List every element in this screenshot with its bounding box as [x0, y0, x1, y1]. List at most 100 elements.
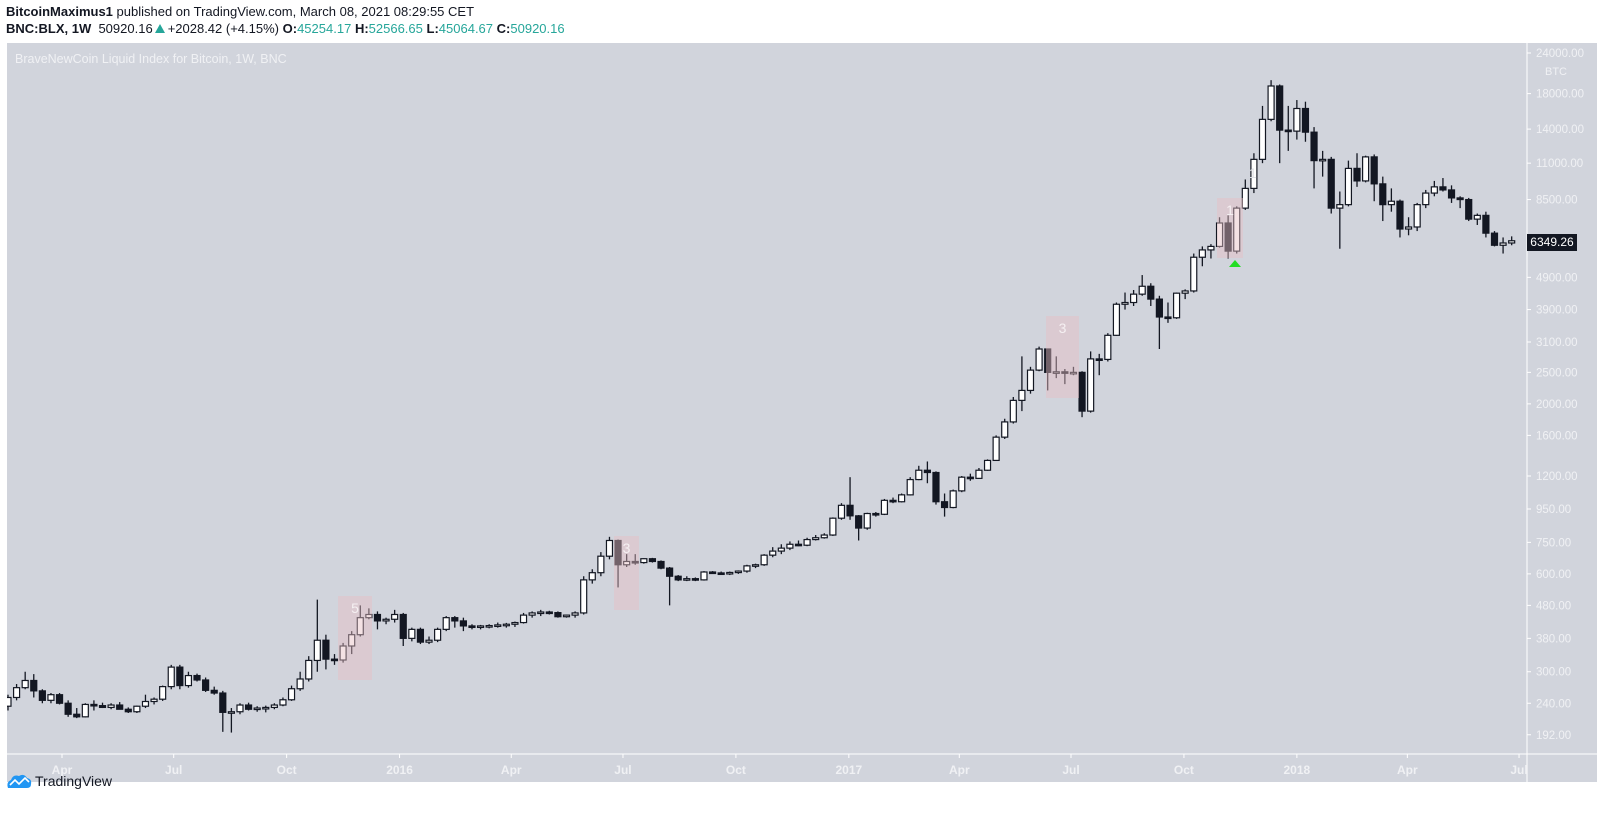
candle[interactable] — [537, 609, 545, 617]
candle[interactable] — [1473, 213, 1481, 225]
candle[interactable] — [1164, 302, 1172, 323]
candle[interactable] — [47, 693, 55, 704]
candle[interactable] — [605, 536, 614, 560]
candle[interactable] — [751, 563, 760, 569]
candle[interactable] — [571, 611, 579, 618]
candle[interactable] — [786, 541, 794, 551]
candle[interactable] — [339, 642, 347, 663]
candle[interactable] — [708, 571, 717, 575]
candle[interactable] — [279, 697, 287, 707]
candle[interactable] — [1379, 176, 1387, 222]
candle[interactable] — [64, 700, 72, 717]
candle[interactable] — [1095, 353, 1103, 376]
candle[interactable] — [666, 566, 674, 606]
candle[interactable] — [12, 684, 21, 701]
highlight-box[interactable]: 5 — [338, 596, 372, 680]
candle[interactable] — [373, 611, 382, 630]
candle[interactable] — [648, 557, 657, 563]
candle[interactable] — [1362, 155, 1370, 183]
candle[interactable] — [769, 547, 777, 558]
candle[interactable] — [1327, 156, 1335, 214]
candle[interactable] — [1069, 366, 1078, 376]
candle[interactable] — [511, 621, 519, 627]
candle[interactable] — [1130, 289, 1138, 306]
candle[interactable] — [940, 493, 949, 517]
candle[interactable] — [227, 708, 235, 733]
candle[interactable] — [459, 617, 467, 632]
candle[interactable] — [313, 599, 321, 672]
candle[interactable] — [880, 498, 889, 516]
candle[interactable] — [1009, 396, 1017, 424]
candle[interactable] — [399, 612, 407, 646]
candle[interactable] — [1293, 100, 1301, 140]
candle[interactable] — [983, 459, 992, 471]
candle[interactable] — [1061, 369, 1069, 385]
candle[interactable] — [889, 497, 897, 504]
candle[interactable] — [812, 535, 820, 541]
candle[interactable] — [1344, 160, 1353, 207]
candlestick-chart[interactable]: 24000.00 18000.00 14000.00 11000.00 8500.00 4… — [7, 43, 1597, 782]
candle[interactable] — [55, 693, 64, 705]
candle[interactable] — [1198, 246, 1206, 267]
candle[interactable] — [253, 706, 261, 712]
candle[interactable] — [1310, 127, 1318, 189]
candle[interactable] — [562, 614, 571, 618]
candle[interactable] — [743, 564, 751, 573]
candle[interactable] — [1336, 191, 1344, 249]
candle[interactable] — [1508, 236, 1516, 246]
candle[interactable] — [597, 552, 605, 577]
candle[interactable] — [717, 571, 725, 576]
candle[interactable] — [1044, 348, 1052, 391]
candle[interactable] — [124, 707, 132, 713]
candle[interactable] — [519, 612, 528, 624]
candle[interactable] — [588, 569, 596, 584]
candle[interactable] — [451, 616, 459, 628]
candle[interactable] — [434, 627, 442, 643]
candle[interactable] — [167, 664, 175, 690]
candle[interactable] — [958, 475, 966, 493]
candle[interactable] — [906, 477, 914, 496]
candle[interactable] — [1138, 275, 1146, 296]
candle[interactable] — [700, 571, 708, 581]
candle[interactable] — [846, 477, 854, 520]
candle[interactable] — [1482, 211, 1490, 238]
candle[interactable] — [90, 700, 98, 711]
candle[interactable] — [176, 664, 184, 690]
candle[interactable] — [116, 702, 124, 710]
candle[interactable] — [915, 465, 923, 481]
candle[interactable] — [262, 705, 270, 713]
candle[interactable] — [1215, 217, 1224, 248]
candle[interactable] — [726, 571, 734, 576]
candle[interactable] — [803, 537, 811, 547]
candle[interactable] — [1250, 153, 1258, 194]
candle[interactable] — [416, 627, 425, 645]
candle[interactable] — [141, 694, 150, 709]
candle[interactable] — [1276, 84, 1284, 164]
candle[interactable] — [1439, 178, 1447, 192]
candle[interactable] — [691, 577, 699, 582]
candle[interactable] — [159, 685, 167, 701]
candle[interactable] — [545, 610, 553, 615]
candle[interactable] — [1456, 196, 1464, 209]
candle[interactable] — [863, 512, 871, 530]
candle[interactable] — [1035, 346, 1043, 372]
candle[interactable] — [1301, 101, 1310, 142]
candle[interactable] — [184, 671, 193, 688]
candle[interactable] — [1267, 80, 1275, 122]
candle[interactable] — [287, 685, 296, 701]
candle[interactable] — [1422, 189, 1430, 209]
candle[interactable] — [898, 493, 906, 503]
candle[interactable] — [855, 515, 863, 541]
candle[interactable] — [1258, 105, 1267, 164]
candle[interactable] — [356, 605, 364, 637]
candle[interactable] — [1387, 188, 1395, 212]
candle[interactable] — [1224, 215, 1232, 259]
candle[interactable] — [1001, 418, 1009, 439]
candle[interactable] — [210, 686, 218, 695]
candle[interactable] — [7, 694, 12, 711]
candle[interactable] — [193, 673, 201, 682]
candle[interactable] — [829, 517, 837, 536]
candle[interactable] — [202, 677, 210, 692]
candle[interactable] — [1241, 179, 1249, 210]
candle[interactable] — [734, 570, 742, 574]
